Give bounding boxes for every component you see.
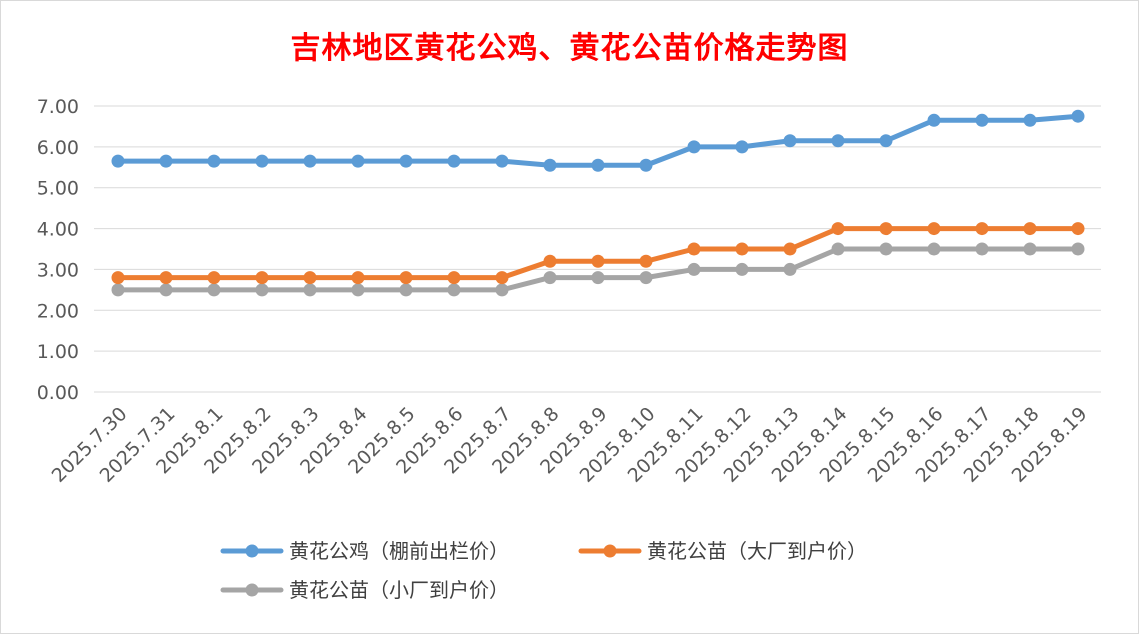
- data-point: [1071, 222, 1085, 236]
- series-lines: [111, 109, 1085, 297]
- data-point: [639, 271, 653, 285]
- data-point: [111, 283, 125, 297]
- data-point: [543, 158, 557, 172]
- data-point: [927, 242, 941, 256]
- data-point: [927, 113, 941, 127]
- data-point: [447, 283, 461, 297]
- data-point: [831, 134, 845, 148]
- legend-label: 黄花公苗（大厂到户价）: [647, 539, 867, 563]
- data-point: [783, 134, 797, 148]
- data-point: [255, 271, 269, 285]
- data-point: [591, 158, 605, 172]
- series: [111, 109, 1085, 172]
- data-point: [1023, 222, 1037, 236]
- data-point: [447, 271, 461, 285]
- data-point: [159, 283, 173, 297]
- data-point: [735, 242, 749, 256]
- y-tick-label: 4.00: [37, 219, 79, 241]
- data-point: [351, 283, 365, 297]
- data-point: [879, 242, 893, 256]
- y-tick-label: 5.00: [37, 178, 79, 200]
- data-point: [207, 283, 221, 297]
- data-point: [1023, 113, 1037, 127]
- legend-entry: 黄花公苗（小厂到户价）: [220, 578, 509, 602]
- y-tick-label: 1.00: [37, 341, 79, 363]
- data-point: [1071, 109, 1085, 123]
- data-point: [159, 154, 173, 168]
- data-point: [207, 271, 221, 285]
- data-point: [831, 242, 845, 256]
- data-point: [255, 154, 269, 168]
- y-tick-label: 2.00: [37, 300, 79, 322]
- y-tick-label: 6.00: [37, 137, 79, 159]
- legend: 黄花公鸡（棚前出栏价） 黄花公苗（大厂到户价） 黄花公苗（小厂到户价）: [220, 539, 867, 602]
- data-point: [351, 271, 365, 285]
- legend-entry: 黄花公苗（大厂到户价）: [578, 539, 867, 563]
- data-point: [639, 158, 653, 172]
- data-point: [303, 283, 317, 297]
- series: [111, 242, 1085, 297]
- data-point: [591, 271, 605, 285]
- data-point: [543, 271, 557, 285]
- data-point: [639, 254, 653, 268]
- data-point: [207, 154, 221, 168]
- y-axis-ticks: 0.00 1.00 2.00 3.00 4.00 5.00 6.00 7.00: [37, 96, 79, 404]
- legend-marker: [603, 544, 617, 558]
- data-point: [687, 242, 701, 256]
- legend-marker: [245, 583, 259, 597]
- data-point: [1071, 242, 1085, 256]
- legend-label: 黄花公鸡（棚前出栏价）: [289, 539, 509, 563]
- data-point: [399, 283, 413, 297]
- legend-label: 黄花公苗（小厂到户价）: [289, 578, 509, 602]
- data-point: [687, 262, 701, 276]
- data-point: [975, 222, 989, 236]
- y-tick-label: 0.00: [37, 382, 79, 404]
- data-point: [687, 140, 701, 154]
- data-point: [111, 271, 125, 285]
- data-point: [735, 262, 749, 276]
- series: [111, 222, 1085, 285]
- data-point: [831, 222, 845, 236]
- data-point: [495, 283, 509, 297]
- data-point: [783, 262, 797, 276]
- data-point: [255, 283, 269, 297]
- legend-marker: [245, 544, 259, 558]
- x-axis-ticks: 2025.7.302025.7.312025.8.12025.8.22025.8…: [48, 403, 1092, 487]
- data-point: [1023, 242, 1037, 256]
- data-point: [591, 254, 605, 268]
- data-point: [735, 140, 749, 154]
- y-tick-label: 3.00: [37, 259, 79, 281]
- data-point: [351, 154, 365, 168]
- data-point: [879, 134, 893, 148]
- data-point: [879, 222, 893, 236]
- data-point: [975, 113, 989, 127]
- data-point: [783, 242, 797, 256]
- data-point: [399, 154, 413, 168]
- chart-title: 吉林地区黄花公鸡、黄花公苗价格走势图: [290, 31, 849, 66]
- data-point: [303, 154, 317, 168]
- y-tick-label: 7.00: [37, 96, 79, 118]
- gridlines: [94, 105, 1101, 393]
- data-point: [543, 254, 557, 268]
- data-point: [159, 271, 173, 285]
- data-point: [111, 154, 125, 168]
- data-point: [303, 271, 317, 285]
- data-point: [495, 271, 509, 285]
- data-point: [447, 154, 461, 168]
- legend-entry: 黄花公鸡（棚前出栏价）: [220, 539, 509, 563]
- data-point: [399, 271, 413, 285]
- data-point: [927, 222, 941, 236]
- data-point: [495, 154, 509, 168]
- data-point: [975, 242, 989, 256]
